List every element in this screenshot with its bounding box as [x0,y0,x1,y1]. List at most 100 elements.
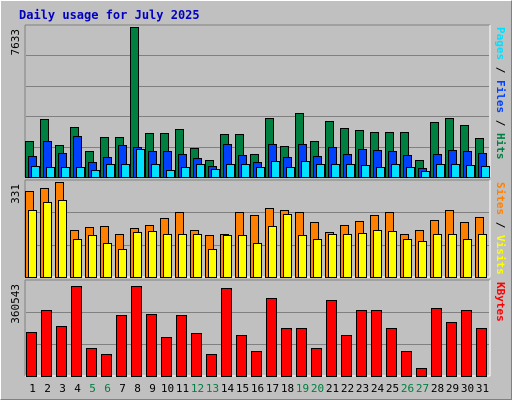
day-label: 22 [341,382,354,395]
side-separator: / [494,60,507,80]
kbytes-bar [386,328,397,377]
kbytes-panel-ymax-label: 360543 [9,284,22,324]
day-label: 21 [326,382,339,395]
kbytes-bar [191,333,202,377]
day-label: 19 [296,382,309,395]
sites-bar [418,241,427,278]
kbytes-bar [431,308,442,377]
day-label: 12 [191,382,204,395]
kbytes-bar [296,328,307,377]
sites-bar [133,232,142,278]
kbytes-side-label: KBytes [494,282,507,322]
pages-side-label: Pages [494,27,507,60]
pages-bar [271,161,280,178]
pages-bar [316,164,325,178]
kbytes-bar [476,328,487,377]
sites-bar [268,226,277,278]
pages-bar [211,169,220,178]
day-label: 24 [371,382,385,395]
sites-bar [118,249,127,278]
sites-bar [463,239,472,278]
pages-bar [346,164,355,178]
sites-bar [328,234,337,278]
sites-bar [223,235,232,278]
day-label: 6 [104,382,111,395]
sites-bar [358,233,367,278]
kbytes-bar [116,315,127,377]
sites-bar [103,243,112,278]
day-label: 25 [386,382,399,395]
day-label: 31 [476,382,489,395]
kbytes-bar [461,310,472,377]
pages-bar [256,167,265,178]
kbytes-bar [401,351,412,377]
pages-bar [361,165,370,178]
kbytes-bar [176,315,187,377]
day-label: 20 [311,382,324,395]
visits-side-label: Visits [494,235,507,275]
pages-bar [151,164,160,178]
day-label: 18 [281,382,294,395]
pages-bar [451,164,460,178]
pages-bar [406,167,415,178]
sites-bar [388,231,397,278]
pages-bar [136,149,145,178]
sites-bar [373,230,382,278]
day-label: 3 [59,382,66,395]
pages-bar [196,164,205,178]
sites-bar [283,214,292,278]
kbytes-bar [281,328,292,377]
sites-bar [73,239,82,278]
sites-bar [433,234,442,278]
day-label: 11 [176,382,189,395]
pages-bar [466,165,475,178]
sites-bar [193,234,202,278]
day-label: 16 [251,382,264,395]
day-label: 2 [44,382,51,395]
files-side-label: Files [494,80,507,113]
pages-bar [226,164,235,178]
pages-bar [421,171,430,178]
chart-title: Daily usage for July 2025 [19,8,200,22]
kbytes-bar [266,298,277,377]
kbytes-bar [251,351,262,377]
kbytes-bar [341,335,352,377]
sites-side-label: Sites [494,182,507,215]
hits-panel-side-label: Pages / Files / Hits [494,27,507,160]
day-label: 1 [29,382,36,395]
pages-bar [61,167,70,178]
kbytes-bar [56,326,67,377]
sites-bar [58,200,67,278]
sites-bar [208,249,217,278]
kbytes-bar [206,354,217,377]
pages-bar [241,164,250,178]
visits-panel-side-label: Sites / Visits [494,182,507,275]
x-axis-day-labels: 1 2 3 4 5 6 7 8 9 10 11 12 13 14 15 16 17 18 19 20 21 22 23 24 2… [29,382,489,395]
day-label: 4 [74,382,81,395]
kbytes-bar [131,286,142,377]
pages-bar [286,167,295,178]
kbytes-bar [101,354,112,377]
day-label: 23 [356,382,369,395]
pages-bar [376,167,385,178]
sites-bar [148,231,157,278]
sites-bar [238,235,247,278]
kbytes-bar [71,286,82,377]
pages-bar [91,170,100,178]
day-label: 14 [221,382,235,395]
visits-panel-ymax-label: 331 [9,184,22,204]
day-label: 27 [416,382,429,395]
pages-bar [301,161,310,178]
sites-bar [403,239,412,278]
day-label: 7 [119,382,126,395]
kbytes-bar [146,314,157,377]
sites-bar [253,243,262,278]
sites-bar [343,234,352,278]
day-label: 29 [446,382,459,395]
hits-side-label: Hits [494,133,507,160]
day-label: 30 [461,382,474,395]
pages-bar [481,166,490,178]
kbytes-panel-side-label: KBytes [494,282,507,322]
kbytes-bar [371,310,382,377]
